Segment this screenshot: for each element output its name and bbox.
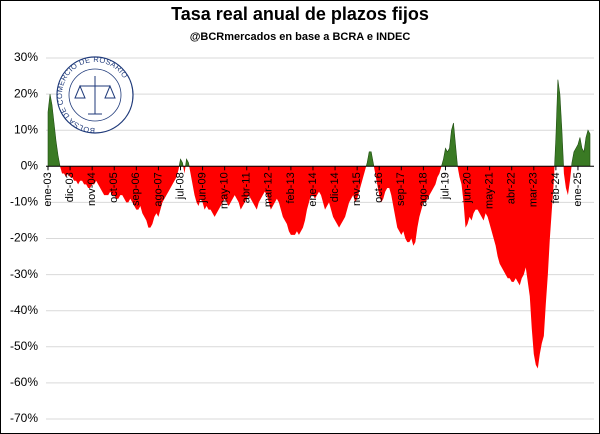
x-tick-label: nov-15: [351, 172, 363, 206]
positive-area: [47, 79, 591, 167]
x-tick-label: sep-06: [130, 172, 142, 206]
x-tick-label: feb-24: [550, 172, 562, 203]
x-tick-label: sep-17: [395, 172, 407, 206]
y-tick-label: -10%: [10, 195, 38, 209]
negative-area: [60, 166, 572, 369]
x-tick-label: ago-18: [417, 172, 429, 206]
x-tick-label: nov-04: [86, 172, 98, 206]
y-tick-label: 30%: [14, 50, 38, 64]
y-tick-label: -40%: [10, 303, 38, 317]
x-tick-label: dic-14: [329, 172, 341, 202]
x-tick-label: jun-09: [196, 172, 208, 204]
x-tick-label: feb-13: [285, 172, 297, 203]
y-tick-label: -30%: [10, 267, 38, 281]
x-tick-label: may-21: [484, 172, 496, 209]
x-tick-label: abr-11: [241, 172, 253, 203]
x-tick-label: abr-22: [506, 172, 518, 204]
x-tick-label: ene-03: [42, 172, 54, 206]
y-tick-label: -60%: [10, 375, 38, 389]
x-tick-label: ene-14: [307, 172, 319, 206]
logo-emblem: [74, 76, 116, 115]
chart-title: Tasa real anual de plazos fijos: [171, 4, 429, 24]
x-tick-label: ene-25: [572, 172, 584, 206]
y-tick-label: -50%: [10, 339, 38, 353]
x-tick-label: dic-03: [64, 172, 76, 202]
x-tick-label: jul-08: [174, 172, 186, 200]
x-tick-label: jun-20: [461, 172, 473, 204]
x-tick-label: oct-05: [108, 172, 120, 203]
y-tick-label: -70%: [10, 411, 38, 425]
y-tick-label: 10%: [14, 122, 38, 136]
x-tick-label: mar-12: [263, 172, 275, 207]
y-tick-label: -20%: [10, 231, 38, 245]
x-tick-label: oct-16: [373, 172, 385, 203]
x-tick-label: mar-23: [528, 172, 540, 207]
y-tick-label: 20%: [14, 86, 38, 100]
x-tick-label: ago-07: [152, 172, 164, 206]
logo: BOLSA DE COMERCIO DE ROSARIO: [55, 55, 134, 135]
x-tick-label: may-10: [219, 172, 231, 209]
logo-inner-ring: [68, 68, 122, 122]
x-tick-label: jul-19: [439, 172, 451, 200]
chart-subtitle: @BCRmercados en base a BCRA e INDEC: [190, 31, 411, 43]
y-tick-label: 0%: [21, 158, 39, 172]
